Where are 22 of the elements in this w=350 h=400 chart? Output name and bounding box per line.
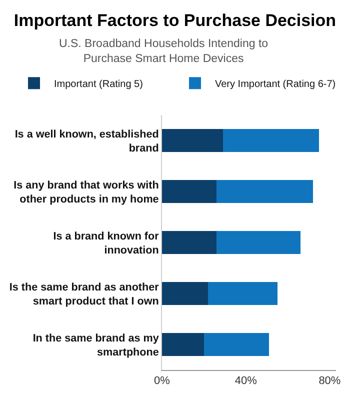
chart-subtitle: U.S. Broadband Households Intending to Purchase Smart Home Devices — [59, 38, 268, 65]
bar — [222, 129, 320, 152]
bar — [162, 333, 204, 356]
bar — [204, 333, 269, 356]
bar — [162, 129, 223, 152]
y-tick-label: Is a brand known for innovation — [53, 230, 160, 256]
bar — [162, 180, 217, 203]
bar — [216, 231, 300, 254]
legend-label: Important (Rating 5) — [54, 79, 143, 90]
bar — [208, 282, 278, 305]
chart-title: Important Factors to Purchase Decision — [14, 10, 336, 30]
y-tick-label: Is a well known, established brand — [14, 128, 159, 154]
y-tick-label: Is the same brand as another smart product that I own — [9, 281, 160, 308]
x-tick-label: 0% — [154, 375, 170, 388]
bar — [162, 282, 208, 305]
x-tick-label: 40% — [234, 375, 258, 388]
bar — [216, 180, 313, 203]
bar — [162, 231, 217, 254]
legend-label: Very Important (Rating 6-7) — [215, 79, 336, 90]
y-tick-label: In the same brand as my smartphone — [32, 332, 159, 358]
x-tick-label: 80% — [318, 375, 341, 388]
y-tick-label: Is any brand that works with other products in my home — [14, 179, 159, 206]
